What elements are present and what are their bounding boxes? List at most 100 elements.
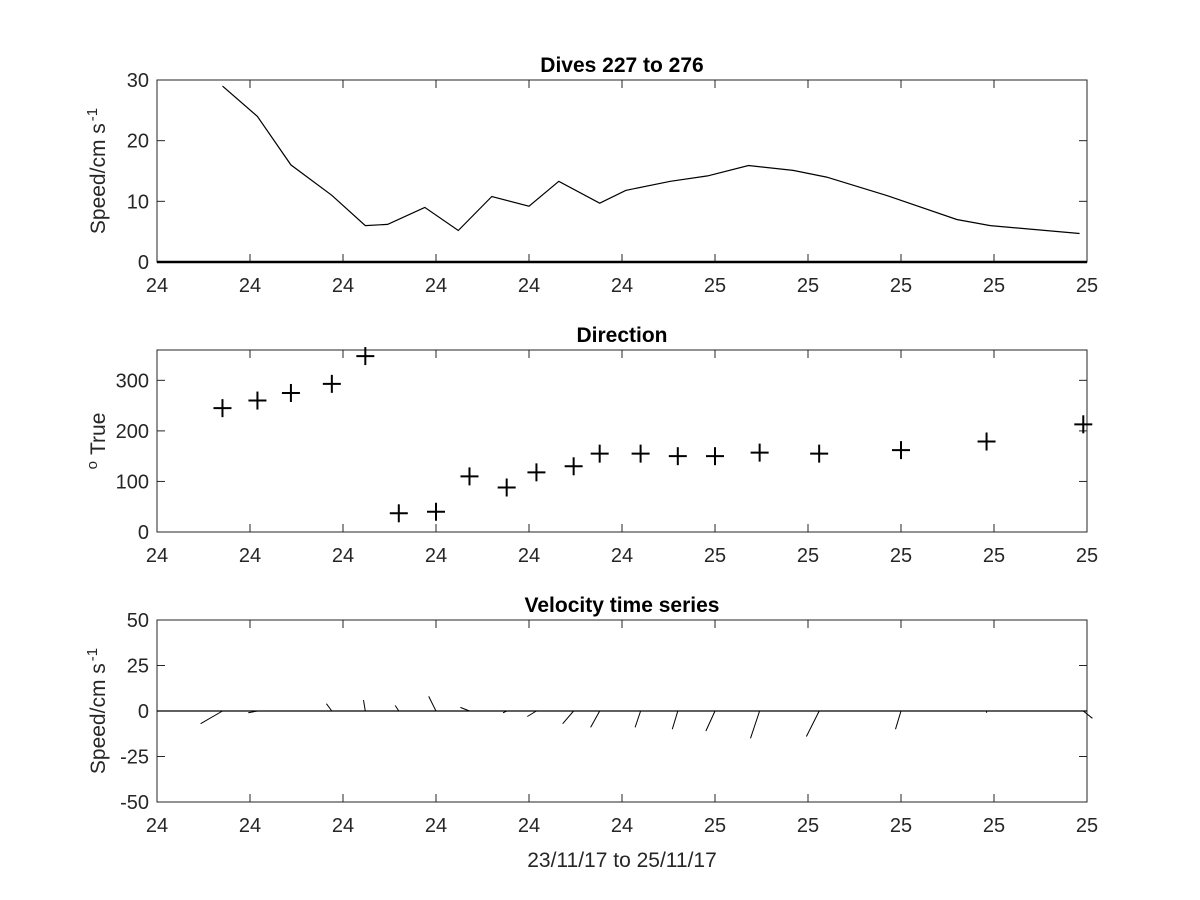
y-tick-label: 25 — [127, 656, 149, 678]
direction-point — [750, 443, 769, 462]
y-tick-label: 0 — [138, 701, 149, 723]
direction-point — [389, 504, 408, 523]
direction-point — [213, 399, 232, 418]
velocity-stick — [248, 710, 258, 714]
x-tick-label: 24 — [611, 545, 633, 567]
speed-line — [222, 85, 1080, 235]
velocity-stick — [502, 710, 507, 714]
direction-point — [322, 374, 341, 393]
x-tick-label: 24 — [332, 815, 354, 837]
y-tick-label: 0 — [138, 522, 149, 544]
x-axis-label: 23/11/17 to 25/11/17 — [527, 849, 717, 872]
velocity-stick — [394, 705, 400, 712]
y-tick-label: 20 — [127, 131, 149, 153]
x-tick-label: 24 — [518, 275, 540, 297]
x-tick-label: 24 — [518, 545, 540, 567]
x-tick-label: 24 — [146, 815, 168, 837]
velocity-stick — [460, 706, 470, 712]
x-tick-label: 24 — [239, 545, 261, 567]
velocity-stick — [363, 700, 366, 712]
x-tick-label: 24 — [611, 275, 633, 297]
y-axis-label: Speed/cm s -1 — [84, 108, 111, 234]
x-tick-label: 24 — [146, 545, 168, 567]
y-axis-label: o True — [84, 413, 111, 470]
x-tick-label: 24 — [425, 815, 447, 837]
direction-point — [248, 391, 267, 410]
velocity-stick — [750, 710, 761, 739]
velocity-stick — [705, 710, 716, 732]
y-tick-label: 50 — [127, 610, 149, 632]
x-tick-label: 25 — [890, 275, 912, 297]
chart-title: Direction — [576, 324, 667, 347]
direction-point — [497, 478, 516, 497]
x-tick-label: 25 — [797, 275, 819, 297]
direction-point — [892, 441, 910, 460]
y-axis-label: Speed/cm s -1 — [84, 648, 111, 774]
direction-point — [427, 502, 445, 521]
x-tick-label: 24 — [332, 275, 354, 297]
y-axis-label-superscript: -1 — [84, 108, 101, 121]
velocity-stick — [325, 703, 333, 712]
x-tick-label: 25 — [797, 545, 819, 567]
x-tick-label: 25 — [1076, 545, 1098, 567]
velocity-stick — [805, 710, 820, 737]
velocity-stick — [200, 710, 223, 725]
direction-point — [1074, 415, 1093, 434]
chart-title: Velocity time series — [525, 594, 720, 617]
velocity-stick — [428, 696, 437, 712]
y-tick-label: 10 — [127, 191, 149, 213]
x-tick-label: 25 — [983, 815, 1005, 837]
x-tick-label: 24 — [518, 815, 540, 837]
y-tick-label: 100 — [116, 471, 149, 493]
x-tick-label: 25 — [983, 545, 1005, 567]
velocity-stick — [634, 710, 642, 728]
x-tick-label: 25 — [1076, 815, 1098, 837]
x-tick-label: 24 — [332, 545, 354, 567]
x-tick-label: 25 — [797, 815, 819, 837]
direction-point — [564, 457, 583, 476]
y-axis-label-text: Speed/cm s — [87, 123, 110, 234]
direction-point — [356, 347, 375, 366]
x-tick-label: 25 — [704, 275, 726, 297]
x-tick-label: 25 — [890, 545, 912, 567]
x-tick-label: 24 — [239, 815, 261, 837]
velocity-panel: Velocity time series -50 -25 0 25 50 24 24 24 24 2… — [84, 594, 1099, 872]
y-axis-label-text: True — [87, 413, 110, 455]
y-tick-label: 0 — [138, 252, 149, 274]
y-axis-label-text: Speed/cm s — [87, 663, 110, 774]
velocity-stick — [1082, 710, 1093, 719]
x-tick-label: 24 — [425, 275, 447, 297]
x-tick-label: 25 — [1076, 275, 1098, 297]
velocity-stick — [590, 710, 601, 728]
velocity-stick — [895, 710, 902, 730]
y-tick-label: -25 — [120, 747, 149, 769]
direction-point — [706, 447, 724, 466]
velocity-stick — [562, 710, 574, 725]
direction-panel: Direction 0 100 200 300 24 24 24 24 24 24 25 25 25 25 2… — [84, 324, 1099, 567]
direction-point — [590, 444, 609, 463]
x-tick-label: 25 — [890, 815, 912, 837]
x-tick-label: 25 — [983, 275, 1005, 297]
x-tick-label: 24 — [146, 275, 168, 297]
direction-point — [631, 444, 650, 463]
y-tick-label: 300 — [116, 370, 149, 392]
direction-point — [460, 467, 479, 486]
x-tick-label: 25 — [704, 545, 726, 567]
direction-point — [977, 432, 996, 451]
x-tick-label: 24 — [425, 545, 447, 567]
direction-point — [527, 463, 546, 482]
direction-point — [810, 444, 829, 463]
direction-point — [281, 383, 300, 402]
y-tick-label: 200 — [116, 421, 149, 443]
y-axis-label-superscript: o — [84, 461, 101, 469]
velocity-stick — [671, 710, 679, 730]
axes-box — [156, 79, 1088, 263]
y-tick-label: -50 — [120, 792, 149, 814]
x-tick-label: 24 — [239, 275, 261, 297]
chart-title: Dives 227 to 276 — [540, 54, 703, 77]
velocity-stick — [527, 710, 537, 717]
y-axis-label-superscript: -1 — [84, 648, 101, 661]
y-tick-label: 30 — [127, 70, 149, 92]
x-tick-label: 25 — [704, 815, 726, 837]
